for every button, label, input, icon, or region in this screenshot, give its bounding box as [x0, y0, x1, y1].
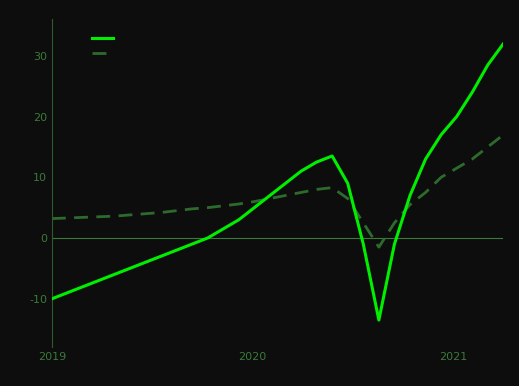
Line: Canada: Canada	[52, 44, 503, 320]
Canada	[64, 290, 71, 295]
Canada	[111, 272, 117, 277]
United States	[251, 199, 257, 204]
Canada	[485, 63, 491, 67]
Legend: Canada, United States: Canada, United States	[88, 29, 186, 63]
Canada	[95, 278, 102, 283]
United States	[267, 196, 273, 201]
United States	[236, 202, 242, 207]
Canada	[204, 236, 211, 240]
Canada	[251, 205, 257, 210]
Canada	[329, 154, 335, 158]
United States	[345, 196, 351, 201]
United States	[438, 175, 444, 179]
United States	[142, 212, 148, 216]
United States	[49, 216, 55, 221]
Canada	[49, 296, 55, 301]
Canada	[298, 169, 304, 174]
Canada	[142, 260, 148, 265]
Canada	[376, 318, 382, 322]
Canada	[127, 266, 133, 271]
United States	[313, 187, 320, 192]
United States	[95, 215, 102, 219]
Canada	[220, 227, 226, 231]
Canada	[422, 157, 429, 161]
United States	[500, 132, 507, 137]
Canada	[173, 248, 180, 252]
United States	[376, 245, 382, 249]
United States	[173, 208, 180, 213]
United States	[204, 205, 211, 210]
United States	[64, 216, 71, 220]
Canada	[267, 193, 273, 198]
Canada	[189, 242, 195, 246]
Canada	[282, 181, 289, 186]
Canada	[80, 284, 86, 289]
United States	[127, 213, 133, 217]
Canada	[438, 132, 444, 137]
United States	[407, 202, 413, 207]
United States	[298, 190, 304, 195]
United States	[189, 207, 195, 211]
United States	[220, 203, 226, 208]
United States	[111, 214, 117, 218]
United States	[80, 215, 86, 220]
Canada	[345, 181, 351, 186]
Canada	[391, 242, 398, 246]
Canada	[313, 160, 320, 164]
Canada	[469, 90, 475, 95]
United States	[282, 193, 289, 198]
Canada	[158, 254, 164, 259]
United States	[469, 157, 475, 161]
Canada	[407, 193, 413, 198]
Canada	[454, 114, 460, 119]
United States	[485, 145, 491, 149]
United States	[391, 220, 398, 225]
Canada	[236, 217, 242, 222]
United States	[360, 220, 366, 225]
United States	[454, 166, 460, 171]
Canada	[500, 41, 507, 46]
United States	[422, 190, 429, 195]
Line: United States: United States	[52, 135, 503, 247]
Canada	[360, 242, 366, 246]
United States	[329, 185, 335, 190]
United States	[158, 210, 164, 215]
